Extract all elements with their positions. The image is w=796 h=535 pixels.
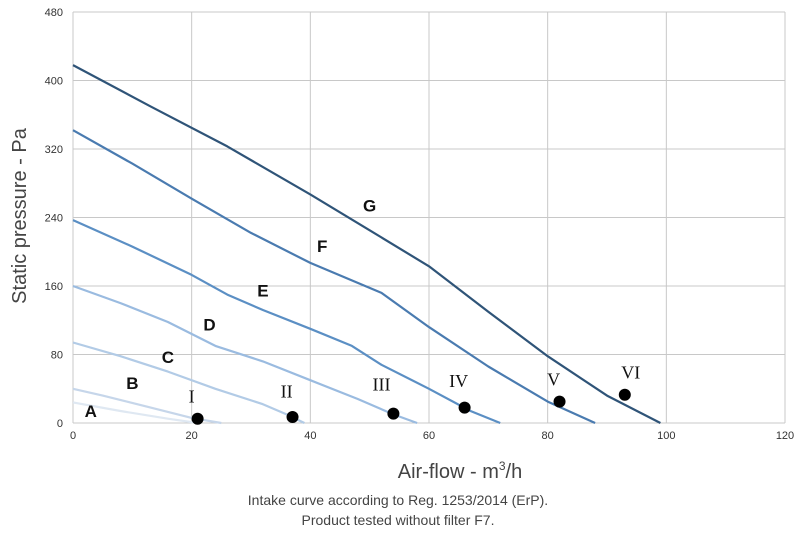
operating-point-iii [387, 407, 400, 420]
y-tick-label: 160 [45, 281, 63, 293]
y-tick-label: 400 [45, 76, 63, 88]
performance-curves [72, 64, 661, 425]
operating-point-label-i: I [189, 386, 195, 406]
curve-d [72, 284, 418, 425]
fan-performance-chart: 0 20 40 60 80 100 120 0 80 160 240 320 400 480 A B C D E F… [9, 7, 795, 483]
note-regulation: Intake curve according to Reg. 1253/2014… [247, 492, 549, 508]
operating-point-vi [618, 388, 631, 401]
operating-point-label-iii: III [373, 374, 391, 394]
y-tick-label: 480 [45, 7, 63, 19]
x-tick-label: 120 [776, 430, 794, 442]
operating-point-label-vi: VI [621, 362, 640, 382]
x-tick-label: 40 [304, 430, 316, 442]
y-tick-label: 0 [57, 418, 63, 430]
curve-label-a: A [85, 402, 97, 421]
curve-label-f: F [317, 237, 327, 256]
curve-f [72, 129, 596, 425]
curve-e [72, 219, 501, 425]
operating-points [191, 388, 631, 425]
operating-point-label-ii: II [281, 381, 293, 401]
operating-point-ii [286, 411, 299, 424]
operating-point-i [191, 412, 204, 425]
curve-label-d: D [203, 316, 215, 335]
curve-label-c: C [162, 348, 174, 367]
curve-a [72, 401, 198, 425]
x-axis-title: Air-flow - m3/h [398, 459, 522, 483]
y-axis-title: Static pressure - Pa [9, 127, 31, 304]
curve-label-g: G [363, 197, 376, 216]
note-filter: Product tested without filter F7. [301, 512, 495, 528]
operating-point-label-iv: IV [449, 371, 468, 391]
operating-point-label-v: V [547, 369, 560, 389]
operating-point-v [553, 395, 566, 408]
x-tick-label: 80 [542, 430, 554, 442]
curve-labels: A B C D E F G [85, 197, 377, 422]
x-tick-label: 20 [186, 430, 198, 442]
x-tick-label: 100 [657, 430, 675, 442]
y-tick-label: 320 [45, 144, 63, 156]
y-tick-label: 80 [51, 350, 63, 362]
operating-point-labels: I II III IV V VI [189, 362, 641, 406]
curve-c [72, 341, 305, 424]
x-tick-label: 0 [70, 430, 76, 442]
curve-label-b: B [126, 374, 138, 393]
curve-label-e: E [257, 281, 268, 300]
x-tick-label: 60 [423, 430, 435, 442]
y-tick-label: 240 [45, 213, 63, 225]
operating-point-iv [458, 401, 471, 414]
curve-g [72, 64, 661, 424]
tick-labels: 0 20 40 60 80 100 120 0 80 160 240 320 400 480 [45, 7, 795, 442]
grid [72, 11, 786, 424]
